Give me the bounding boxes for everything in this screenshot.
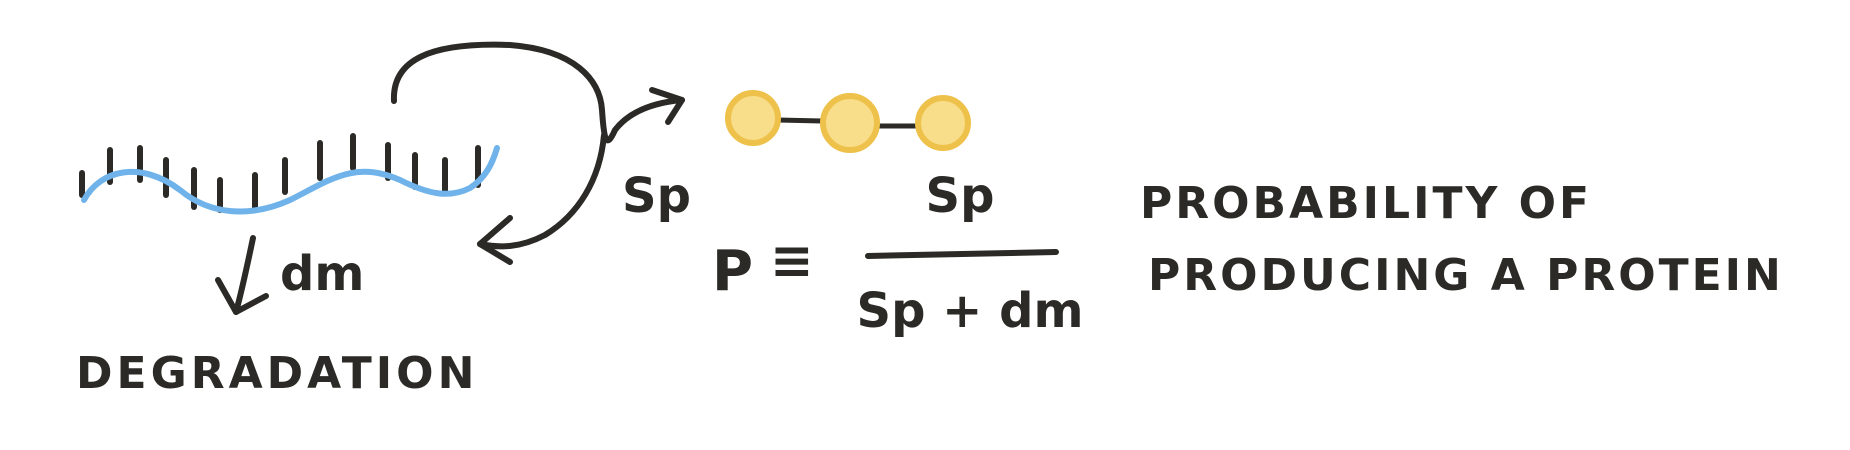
dm-rate-label: dm [280, 246, 364, 302]
mrna-strand [79, 133, 500, 215]
equation-denominator: Sp + dm [857, 283, 1084, 339]
equiv-sign: ≡ [770, 231, 814, 291]
return-arrow [477, 132, 607, 265]
p-symbol: P [712, 239, 753, 304]
amino-acid [915, 95, 971, 151]
peptide-bond [775, 117, 825, 124]
probability-equation: P ≡ Sp Sp + dm [712, 168, 1083, 339]
mrna-backbone [81, 145, 500, 215]
degradation-label: DEGRADATION [76, 348, 478, 399]
description-line-1: PROBABILITY OF [1140, 178, 1592, 229]
translation-arrow [390, 41, 685, 144]
description-line-2: PRODUCING A PROTEIN [1148, 250, 1784, 301]
amino-acid [820, 93, 880, 153]
amino-acid [725, 90, 781, 146]
fraction-bar [865, 249, 1059, 259]
equation-numerator: Sp [926, 168, 995, 224]
sp-rate-label: Sp [622, 168, 691, 224]
probability-description: PROBABILITY OF PRODUCING A PROTEIN [1140, 178, 1784, 301]
degradation-arrow [215, 235, 269, 315]
protein [725, 90, 971, 153]
